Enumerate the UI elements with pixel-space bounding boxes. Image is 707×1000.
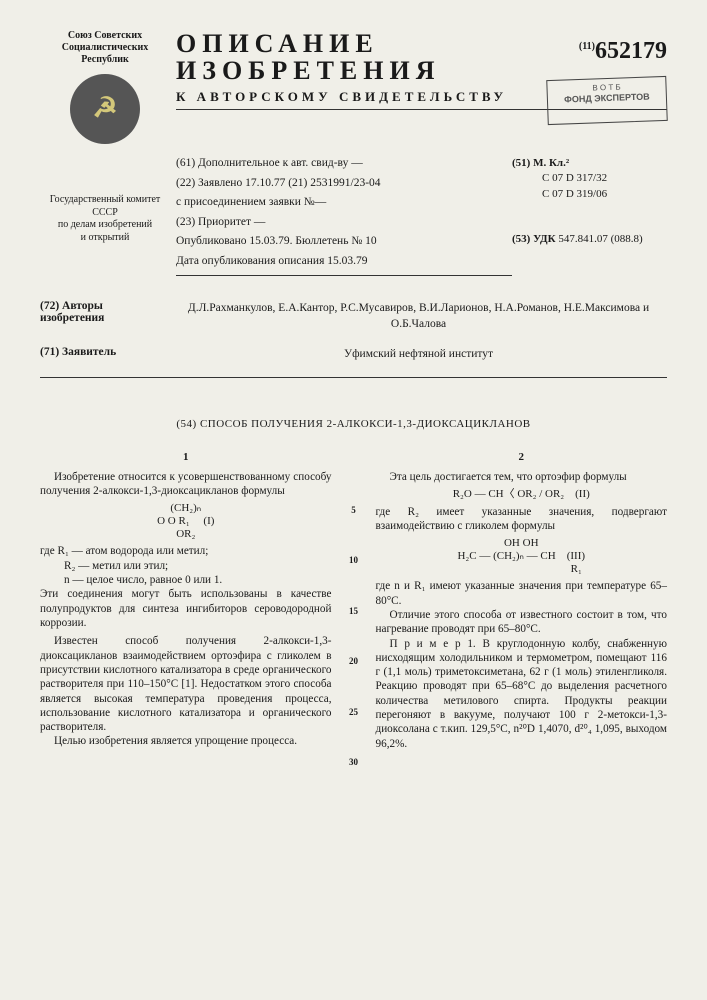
paragraph: n — целое число, равное 0 или 1. bbox=[40, 573, 332, 587]
body-columns: 1 Изобретение относится к усовершенствов… bbox=[40, 450, 667, 769]
union-line: Республик bbox=[40, 54, 170, 66]
meta-pubdate: Дата опубликования описания 15.03.79 bbox=[176, 252, 512, 272]
committee-line: и открытий bbox=[40, 232, 170, 245]
divider bbox=[40, 377, 667, 378]
committee-line: СССР bbox=[40, 207, 170, 220]
applicant-row: (71) Заявитель Уфимский нефтяной институ… bbox=[40, 346, 667, 362]
meta-pub: Опубликовано 15.03.79. Бюллетень № 10 bbox=[176, 232, 512, 252]
linenum: 30 bbox=[349, 757, 358, 769]
committee-line: по делам изобретений bbox=[40, 219, 170, 232]
committee-block: Государственный комитет СССР по делам из… bbox=[40, 154, 170, 280]
formula-row: R₁ bbox=[376, 563, 668, 576]
paragraph: где R₁ — атом водорода или метил; bbox=[40, 544, 332, 558]
union-line: Союз Советских bbox=[40, 30, 170, 42]
linenum: 15 bbox=[349, 606, 358, 618]
linenum: 10 bbox=[349, 555, 358, 567]
authors-row: (72) Авторы изобретения Д.Л.Рахманкулов,… bbox=[40, 300, 667, 332]
committee-line: Государственный комитет bbox=[40, 194, 170, 207]
mk-class: C 07 D 317/32 bbox=[512, 171, 667, 186]
union-line: Социалистических bbox=[40, 42, 170, 54]
label-72: (72) Авторы изобретения bbox=[40, 300, 170, 332]
formula-text: R₂O — CH〈 OR₂ / OR₂ bbox=[453, 488, 564, 500]
formula-3: OH OH H₂C — (CH₂)ₙ — CH (III) R₁ bbox=[376, 537, 668, 575]
paragraph: Целью изобретения является упрощение про… bbox=[40, 734, 332, 748]
paragraph: где n и R₁ имеют указанные значения при … bbox=[376, 579, 668, 608]
formula-label: (III) bbox=[567, 550, 585, 562]
linenum: 5 bbox=[351, 505, 356, 517]
mk-label: (51) М. Кл.² bbox=[512, 156, 667, 171]
formula-text: O O R₁ bbox=[157, 515, 190, 527]
col-number: 2 bbox=[376, 450, 668, 464]
invention-title: (54) СПОСОБ ПОЛУЧЕНИЯ 2-АЛКОКСИ-1,3-ДИОК… bbox=[40, 418, 667, 430]
meta-22: (22) Заявлено 17.10.77 (21) 2531991/23-0… bbox=[176, 174, 512, 194]
formula-row: OH OH bbox=[376, 537, 668, 550]
meta-attach: с присоединением заявки №— bbox=[176, 193, 512, 213]
udk-label: (53) УДК bbox=[512, 233, 556, 245]
formula-1: (CH₂)ₙ O O R₁ (I) OR₂ bbox=[40, 502, 332, 540]
meta-23: (23) Приоритет — bbox=[176, 213, 512, 233]
paragraph: R₂ — метил или этил; bbox=[40, 559, 332, 573]
patent-number: (11)652179 bbox=[579, 38, 667, 65]
formula-row: H₂C — (CH₂)ₙ — CH (III) bbox=[376, 550, 668, 563]
paragraph: П р и м е р 1. В круглодонную колбу, сна… bbox=[376, 637, 668, 752]
paragraph: где R₂ имеет указанные значения, подверг… bbox=[376, 505, 668, 534]
formula-row: OR₂ bbox=[40, 528, 332, 541]
formula-row: O O R₁ (I) bbox=[40, 515, 332, 528]
formula-label: (II) bbox=[575, 488, 590, 500]
meta-right: (51) М. Кл.² C 07 D 317/32 C 07 D 319/06… bbox=[512, 154, 667, 280]
mk-class: C 07 D 319/06 bbox=[512, 187, 667, 202]
formula-text: H₂C — (CH₂)ₙ — CH bbox=[457, 550, 555, 562]
patent-prefix: (11) bbox=[579, 41, 595, 52]
column-2: 2 Эта цель достигается тем, что ортоэфир… bbox=[376, 450, 668, 769]
column-1: 1 Изобретение относится к усовершенствов… bbox=[40, 450, 332, 769]
paragraph: Известен способ получения 2-алкокси-1,3-… bbox=[40, 634, 332, 734]
linenum: 25 bbox=[349, 707, 358, 719]
stamp-box: В О Т Б ФОНД ЭКСПЕРТОВ bbox=[546, 76, 667, 125]
meta-61: (61) Дополнительное к авт. свид-ву — bbox=[176, 154, 512, 174]
formula-row: (CH₂)ₙ bbox=[40, 502, 332, 515]
hammer-sickle-icon: ☭ bbox=[92, 92, 117, 126]
authors-names: Д.Л.Рахманкулов, Е.А.Кантор, Р.С.Мусавир… bbox=[170, 300, 667, 332]
udk-row: (53) УДК 547.841.07 (088.8) bbox=[512, 232, 667, 247]
col-number: 1 bbox=[40, 450, 332, 464]
paragraph: Эти соединения могут быть использованы в… bbox=[40, 587, 332, 630]
meta-center: (61) Дополнительное к авт. свид-ву — (22… bbox=[170, 154, 512, 280]
paragraph: Эта цель достигается тем, что ортоэфир ф… bbox=[376, 470, 668, 484]
divider bbox=[176, 275, 512, 276]
linenum: 20 bbox=[349, 656, 358, 668]
line-number-gutter: 5 10 15 20 25 30 bbox=[346, 450, 362, 769]
label-71: (71) Заявитель bbox=[40, 346, 170, 362]
paragraph: Отличие этого способа от известного сост… bbox=[376, 608, 668, 637]
paragraph: Изобретение относится к усовершенствован… bbox=[40, 470, 332, 499]
meta-block: Государственный комитет СССР по делам из… bbox=[40, 154, 667, 280]
ussr-emblem-icon: ☭ bbox=[70, 74, 140, 144]
union-block: Союз Советских Социалистических Республи… bbox=[40, 30, 170, 154]
patent-number-value: 652179 bbox=[595, 38, 667, 64]
formula-2: R₂O — CH〈 OR₂ / OR₂ (II) bbox=[376, 488, 668, 501]
page: (11)652179 В О Т Б ФОНД ЭКСПЕРТОВ Союз С… bbox=[0, 0, 707, 1000]
formula-label: (I) bbox=[203, 515, 214, 527]
applicant-name: Уфимский нефтяной институт bbox=[170, 346, 667, 362]
udk-value: 547.841.07 (088.8) bbox=[558, 233, 642, 245]
